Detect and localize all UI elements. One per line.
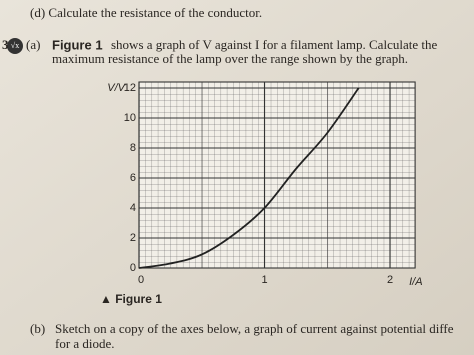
x-axis-label: I/A <box>409 276 422 288</box>
question-badge <box>7 38 23 54</box>
major-grid <box>138 81 416 269</box>
part-d: (d) Calculate the resistance of the cond… <box>30 5 262 20</box>
question-number: 3 <box>2 37 9 52</box>
curve <box>138 87 360 269</box>
part-b-text: for a diode. <box>55 336 115 351</box>
x-tick-label: 0 <box>138 274 144 286</box>
part-a-label: (a) <box>26 37 40 52</box>
y-tick-label: 4 <box>130 202 136 214</box>
part-b-text: Sketch on a copy of the axes below, a gr… <box>55 321 454 336</box>
part-a-text: shows a graph of V against I for a filam… <box>111 37 437 52</box>
x-tick-label: 2 <box>387 274 393 286</box>
y-axis-label: V/V <box>107 82 126 94</box>
y-tick-label: 8 <box>130 142 136 154</box>
y-tick-label: 2 <box>130 232 136 244</box>
y-tick-label: 6 <box>130 172 136 184</box>
y-tick-label: 10 <box>124 112 136 124</box>
icon: √x <box>11 41 19 50</box>
y-tick-label: 12 <box>124 82 136 94</box>
part-b-label: (b) <box>30 321 45 336</box>
part-a-text: maximum resistance of the lamp over the … <box>52 51 408 66</box>
figure-caption: ▲ Figure 1 <box>100 292 162 306</box>
figure-ref: Figure 1 <box>52 37 103 52</box>
y-tick-label: 0 <box>130 262 136 274</box>
x-tick-label: 1 <box>261 274 267 286</box>
